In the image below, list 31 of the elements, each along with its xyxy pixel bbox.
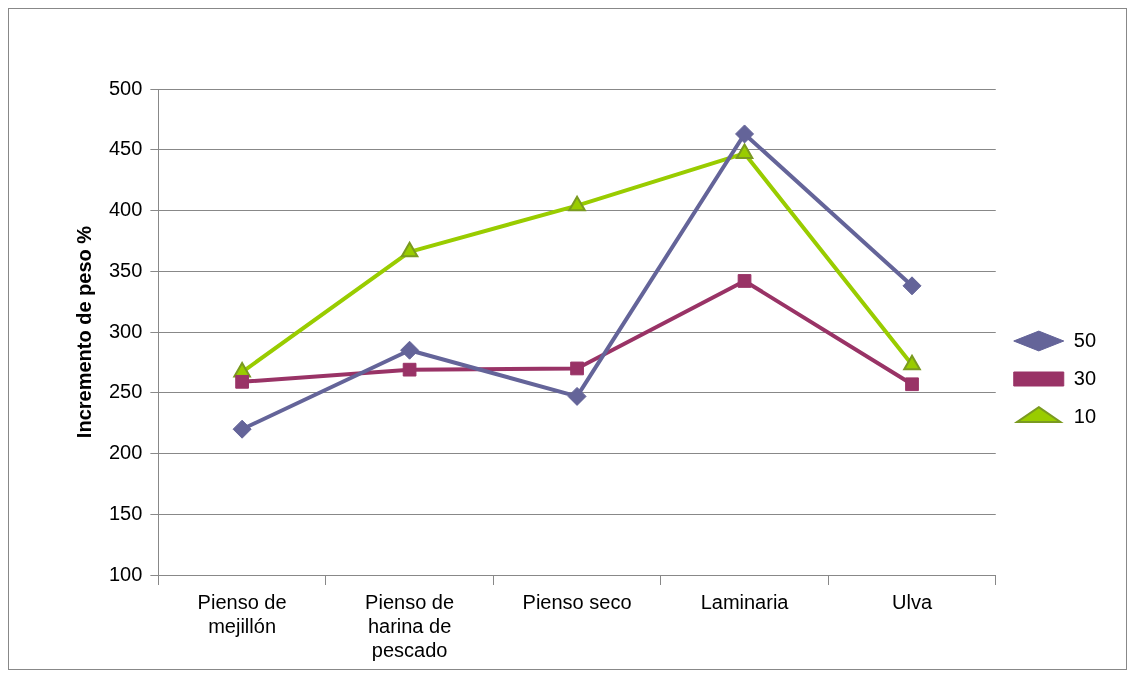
point	[903, 354, 921, 371]
x-tick-label: Ulva	[892, 590, 933, 613]
point	[570, 361, 584, 376]
legend-label: 50	[1073, 328, 1096, 351]
point	[232, 419, 252, 439]
y-axis-title: Incremento de peso %	[72, 225, 95, 439]
y-tick-label: 250	[108, 380, 143, 403]
y-tick-label: 450	[108, 137, 143, 160]
point	[235, 374, 249, 389]
y-tick-label: 200	[108, 441, 143, 464]
y-tick-label: 300	[108, 319, 143, 342]
point	[568, 195, 586, 212]
x-tick-label: Pienso seco	[522, 590, 632, 613]
legend-label: 30	[1073, 366, 1096, 389]
x-tick-label: Pienso de harina de pescado	[365, 590, 455, 661]
y-tick-label: 350	[108, 258, 143, 281]
point	[902, 276, 922, 296]
point	[905, 377, 919, 392]
y-tick-label: 500	[108, 76, 143, 99]
y-tick-label: 150	[108, 501, 143, 524]
x-tick-label: Pienso de mejillón	[197, 590, 287, 637]
point	[735, 143, 754, 159]
y-tick-label: 400	[108, 198, 143, 221]
point	[737, 274, 752, 288]
y-tick-label: 100	[108, 562, 143, 585]
point	[400, 241, 419, 258]
legend-label: 10	[1073, 404, 1096, 427]
point	[402, 362, 417, 377]
x-tick-label: Laminaria	[700, 590, 790, 613]
point	[567, 386, 587, 406]
point	[400, 340, 420, 360]
